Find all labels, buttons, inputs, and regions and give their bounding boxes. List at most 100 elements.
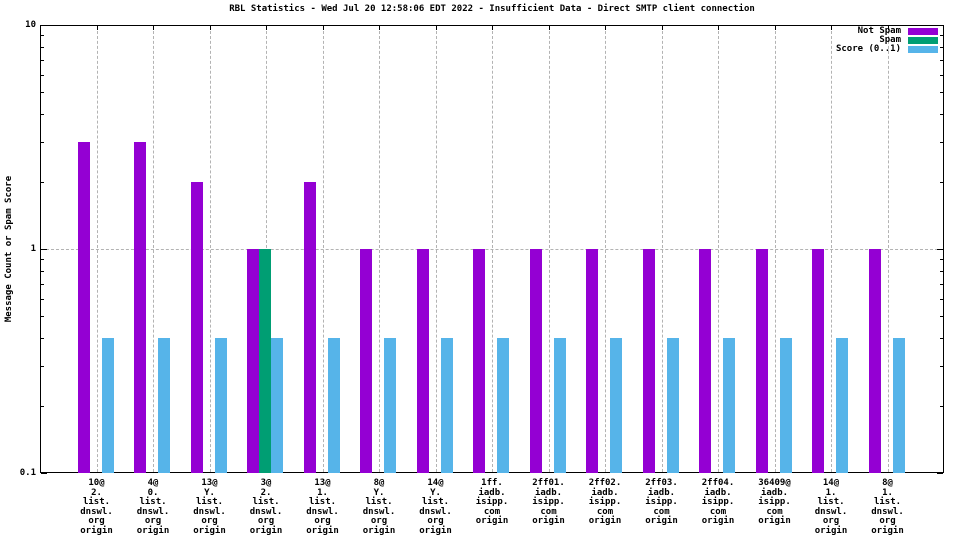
y-tick-left xyxy=(41,366,44,367)
legend-label-score: Score (0..1) xyxy=(835,44,901,54)
y-tick-left xyxy=(41,299,44,300)
y-tick-right xyxy=(940,284,943,285)
legend: Not Spam Spam Score (0..1) xyxy=(836,27,938,54)
bar-not-spam xyxy=(473,249,485,473)
y-tick-left xyxy=(41,182,44,183)
x-category-label: 3@ 2. list. dnswl. org origin xyxy=(249,478,283,536)
legend-swatch-spam xyxy=(908,37,938,44)
bar-score xyxy=(101,338,114,473)
x-tick-top xyxy=(718,26,719,30)
y-tick-right xyxy=(940,142,943,143)
x-category-label: 2ff01. iadb. isipp. com origin xyxy=(532,478,565,526)
bar-spam xyxy=(259,249,271,473)
y-tick-left xyxy=(41,473,47,474)
y-tick-left xyxy=(41,271,44,272)
x-tick-top xyxy=(831,26,832,30)
y-tick-left xyxy=(41,47,44,48)
bar-not-spam xyxy=(303,181,316,473)
bar-not-spam xyxy=(868,249,881,473)
x-tick-top xyxy=(209,26,211,30)
y-tick-right xyxy=(940,92,943,93)
y-tick-right xyxy=(940,114,943,115)
y-tick-left xyxy=(41,114,44,115)
y-tick-right xyxy=(940,35,943,36)
y-tick-left xyxy=(41,92,44,93)
horizontal-gridline xyxy=(41,249,943,250)
bar-not-spam xyxy=(812,249,824,473)
bar-score xyxy=(327,338,340,473)
y-tick-left xyxy=(41,25,47,26)
y-tick-right xyxy=(937,25,943,26)
y-tick-right xyxy=(940,299,943,300)
y-tick-label: 0.1 xyxy=(19,468,36,478)
y-tick-left xyxy=(41,259,44,260)
bar-not-spam xyxy=(642,249,655,473)
y-tick-left xyxy=(41,249,47,250)
bar-not-spam xyxy=(134,142,146,473)
x-category-label: 36409@ iadb. isipp. com origin xyxy=(758,478,791,526)
bar-score xyxy=(158,338,170,473)
y-tick-left xyxy=(41,284,44,285)
y-tick-left xyxy=(41,60,44,61)
bar-score xyxy=(892,338,905,473)
x-tick-top xyxy=(661,26,663,30)
x-category-label: 10@ 2. list. dnswl. org origin xyxy=(80,478,113,536)
x-category-label: 1ff. iadb. isipp. com origin xyxy=(475,478,509,526)
y-tick-label: 1 xyxy=(30,244,36,254)
y-tick-right xyxy=(940,271,943,272)
legend-item-not-spam: Not Spam xyxy=(836,27,938,36)
x-category-label: 14@ 1. list. dnswl. org origin xyxy=(814,478,848,536)
legend-label-spam: Spam xyxy=(879,35,901,45)
bar-not-spam xyxy=(190,181,203,473)
x-category-label: 13@ 1. list. dnswl. org origin xyxy=(306,478,339,536)
x-tick-top xyxy=(548,26,550,30)
x-tick-top xyxy=(266,26,267,30)
bar-not-spam xyxy=(755,249,768,473)
x-tick-top xyxy=(322,26,324,30)
bar-not-spam xyxy=(586,249,598,473)
y-tick-right xyxy=(940,366,943,367)
legend-swatch-score xyxy=(908,46,938,53)
plot-border xyxy=(40,25,944,473)
y-tick-right xyxy=(940,316,943,317)
bar-score xyxy=(271,338,283,473)
x-tick-top xyxy=(887,26,889,30)
x-category-label: 4@ 0. list. dnswl. org origin xyxy=(136,478,170,536)
y-tick-right xyxy=(940,47,943,48)
x-tick-top xyxy=(96,26,98,30)
y-tick-right xyxy=(937,249,943,250)
legend-label-not-spam: Not Spam xyxy=(857,26,901,36)
chart-title: RBL Statistics - Wed Jul 20 12:58:06 EDT… xyxy=(229,4,755,14)
y-tick-left xyxy=(41,35,44,36)
bar-score xyxy=(610,338,622,473)
y-tick-left xyxy=(41,316,44,317)
x-category-label: 14@ Y. list. dnswl. org origin xyxy=(419,478,452,536)
y-tick-left xyxy=(41,142,44,143)
bar-score xyxy=(779,338,792,473)
bar-not-spam xyxy=(77,142,90,473)
legend-swatch-not-spam xyxy=(908,28,938,35)
x-category-label: 8@ Y. list. dnswl. org origin xyxy=(362,478,396,536)
x-tick-top xyxy=(153,26,154,30)
bar-not-spam xyxy=(529,249,542,473)
bar-score xyxy=(553,338,566,473)
x-tick-top xyxy=(492,26,493,30)
x-category-label: 13@ Y. list. dnswl. org origin xyxy=(193,478,226,536)
bar-score xyxy=(214,338,227,473)
y-tick-right xyxy=(940,182,943,183)
bar-score xyxy=(384,338,396,473)
y-tick-right xyxy=(937,473,943,474)
bar-score xyxy=(440,338,453,473)
x-tick-top xyxy=(774,26,776,30)
x-category-label: 8@ 1. list. dnswl. org origin xyxy=(871,478,904,536)
bar-not-spam xyxy=(699,249,711,473)
y-tick-right xyxy=(940,75,943,76)
bar-not-spam xyxy=(247,249,259,473)
x-category-label: 2ff03. iadb. isipp. com origin xyxy=(645,478,678,526)
y-tick-left xyxy=(41,75,44,76)
y-tick-right xyxy=(940,259,943,260)
y-tick-right xyxy=(940,338,943,339)
legend-item-score: Score (0..1) xyxy=(836,45,938,54)
bar-score xyxy=(836,338,848,473)
